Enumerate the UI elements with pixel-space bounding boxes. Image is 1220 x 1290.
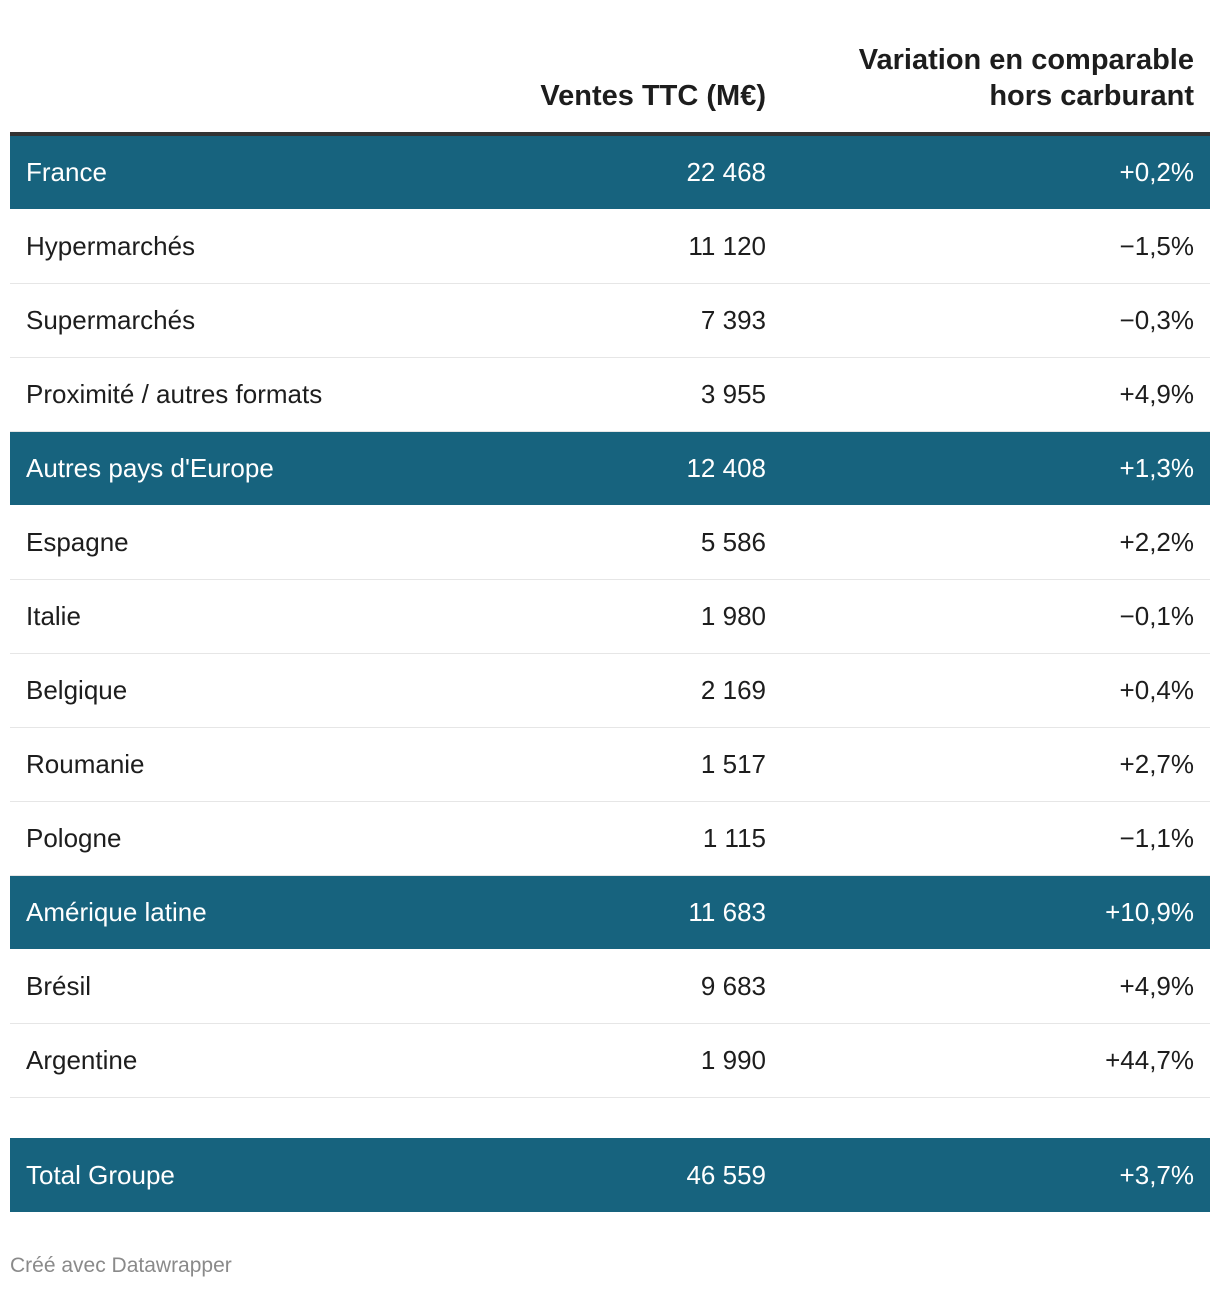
table-group-row: France 22 468 +0,2% — [10, 136, 1210, 210]
row-variation-value: +4,9% — [1119, 379, 1194, 409]
row-sales-value: 1 517 — [700, 749, 766, 779]
row-label: Hypermarchés — [26, 231, 196, 261]
row-label: Proximité / autres formats — [26, 379, 323, 409]
header-sales-label: Ventes TTC (M€) — [540, 80, 766, 112]
table-row: Brésil 9 683 +4,9% — [10, 950, 1210, 1024]
table-group-row: Autres pays d'Europe 12 408 +1,3% — [10, 432, 1210, 506]
row-sales-value: 2 169 — [700, 675, 766, 705]
row-sales-value: 5 586 — [700, 527, 766, 557]
table-row: Roumanie 1 517 +2,7% — [10, 728, 1210, 802]
row-sales-value: 3 955 — [700, 379, 766, 409]
row-sales-value: 11 683 — [688, 897, 766, 927]
data-table: Ventes TTC (M€) Variation en comparable … — [10, 0, 1210, 1212]
row-label: Supermarchés — [26, 305, 196, 335]
row-label: Autres pays d'Europe — [26, 453, 274, 483]
row-sales-value: 22 468 — [686, 157, 766, 187]
total-variation-value: +3,7% — [1119, 1159, 1194, 1190]
row-label: Belgique — [26, 675, 128, 705]
total-label: Total Groupe — [26, 1159, 175, 1190]
table-row: Proximité / autres formats 3 955 +4,9% — [10, 358, 1210, 432]
header-variation-line1: Variation en comparable — [858, 44, 1194, 76]
row-label: Espagne — [26, 527, 129, 557]
row-variation-value: +0,4% — [1119, 675, 1194, 705]
row-variation-value: −1,5% — [1119, 231, 1194, 261]
row-sales-value: 7 393 — [700, 305, 766, 335]
row-variation-value: −0,1% — [1119, 601, 1194, 631]
row-sales-value: 9 683 — [700, 971, 766, 1001]
table-row: Supermarchés 7 393 −0,3% — [10, 284, 1210, 358]
row-sales-value: 1 115 — [702, 823, 766, 853]
table-spacer — [10, 1098, 1210, 1138]
header-variation: Variation en comparable hors carburant — [794, 42, 1194, 114]
row-variation-value: +10,9% — [1105, 897, 1194, 927]
row-variation-value: −0,3% — [1119, 305, 1194, 335]
row-variation-value: +4,9% — [1119, 971, 1194, 1001]
table-row: Espagne 5 586 +2,2% — [10, 506, 1210, 580]
row-label: Italie — [26, 601, 81, 631]
table-header: Ventes TTC (M€) Variation en comparable … — [10, 0, 1210, 136]
row-variation-value: +1,3% — [1119, 453, 1194, 483]
row-label: France — [26, 157, 107, 187]
row-label: Amérique latine — [26, 897, 207, 927]
footer-credit: Créé avec Datawrapper — [10, 1254, 232, 1277]
row-sales-value: 1 990 — [700, 1045, 766, 1075]
table-body: France 22 468 +0,2% Hypermarchés 11 120 −1,5%… — [10, 136, 1210, 1212]
row-label: Brésil — [26, 971, 92, 1001]
header-sales: Ventes TTC (M€) — [446, 78, 766, 114]
row-variation-value: −1,1% — [1119, 823, 1194, 853]
table-row: Pologne 1 115 −1,1% — [10, 802, 1210, 876]
row-label: Pologne — [26, 823, 122, 853]
table-row: Hypermarchés 11 120 −1,5% — [10, 210, 1210, 284]
table-row: Italie 1 980 −0,1% — [10, 580, 1210, 654]
header-variation-line2: hors carburant — [989, 80, 1194, 112]
table-total-row: Total Groupe 46 559 +3,7% — [10, 1138, 1210, 1212]
row-label: Roumanie — [26, 749, 145, 779]
row-label: Argentine — [26, 1045, 138, 1075]
row-variation-value: +2,2% — [1119, 527, 1194, 557]
table-row: Argentine 1 990 +44,7% — [10, 1024, 1210, 1098]
row-variation-value: +44,7% — [1105, 1045, 1194, 1075]
row-sales-value: 11 120 — [688, 231, 766, 261]
total-sales-value: 46 559 — [686, 1159, 766, 1190]
row-variation-value: +0,2% — [1119, 157, 1194, 187]
table-row: Belgique 2 169 +0,4% — [10, 654, 1210, 728]
table-group-row: Amérique latine 11 683 +10,9% — [10, 876, 1210, 950]
row-sales-value: 1 980 — [700, 601, 766, 631]
row-variation-value: +2,7% — [1119, 749, 1194, 779]
row-sales-value: 12 408 — [686, 453, 766, 483]
